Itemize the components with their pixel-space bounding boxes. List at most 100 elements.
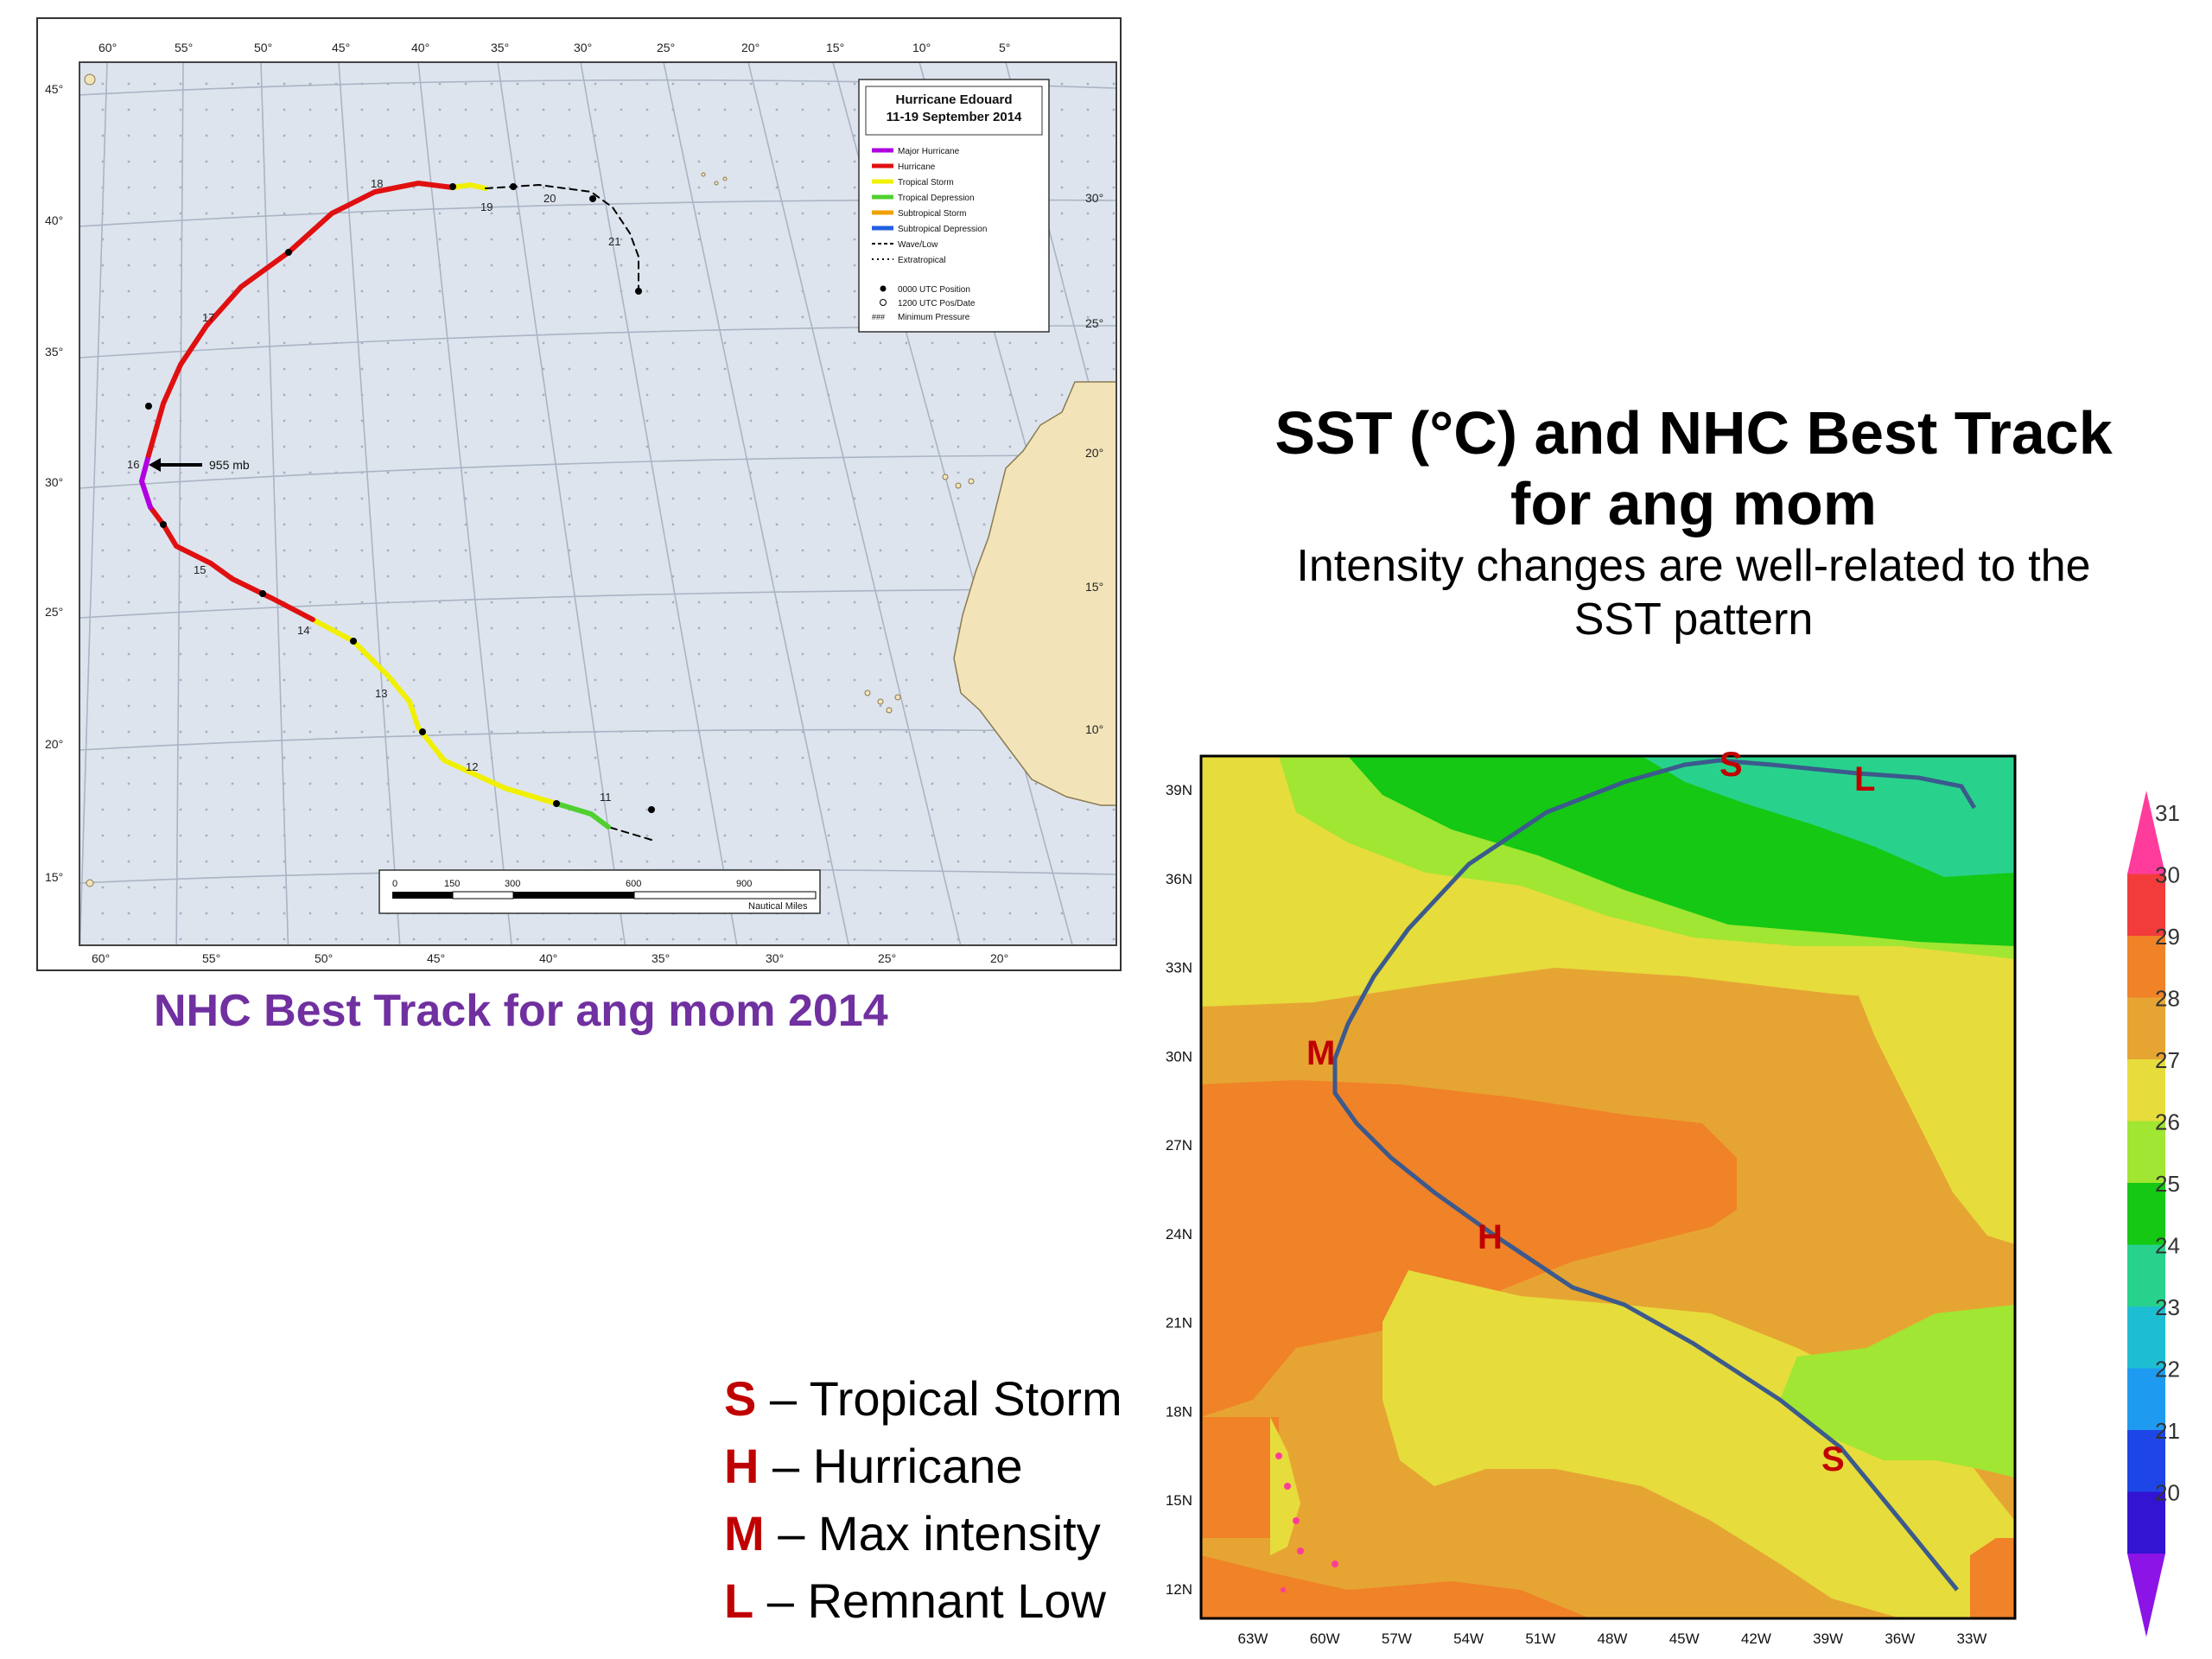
date-label: 13 xyxy=(375,687,387,700)
colorbar-segment xyxy=(2127,1368,2165,1430)
sst-longitude-label: 45W xyxy=(1669,1630,1700,1647)
small-islands xyxy=(1275,1452,1338,1592)
date-label: 18 xyxy=(371,177,383,190)
legend-text: – Tropical Storm xyxy=(769,1371,1122,1426)
latitude-label: 15° xyxy=(1085,580,1103,594)
latitude-label: 45° xyxy=(45,82,63,96)
longitude-label: 10° xyxy=(912,41,931,54)
left-latitude-labels: 45° 40° 35° 30° 25° 20° 15° xyxy=(45,82,63,884)
date-label: 20 xyxy=(543,192,556,205)
colorbar-label: 27 xyxy=(2155,1047,2180,1073)
right-latitude-labels: 30° 25° 20° 15° 10° xyxy=(1085,191,1103,736)
colorbar-label: 29 xyxy=(2155,924,2180,950)
track-marker-l: L xyxy=(1854,760,1875,798)
latitude-label: 25° xyxy=(45,605,63,619)
colorbar-segment xyxy=(2127,1183,2165,1245)
date-label: 17 xyxy=(202,311,214,324)
longitude-label: 30° xyxy=(574,41,592,54)
sst-latitude-label: 33N xyxy=(1166,960,1192,976)
sst-longitude-label: 36W xyxy=(1885,1630,1915,1647)
bottom-longitude-labels: 60° 55° 50° 45° 40° 35° 30° 25° 20° xyxy=(92,951,1008,965)
sst-longitude-label: 51W xyxy=(1525,1630,1555,1647)
colorbar-label: 21 xyxy=(2155,1418,2180,1444)
longitude-label: 60° xyxy=(99,41,117,54)
latitude-label: 20° xyxy=(45,737,63,751)
sst-colorbar xyxy=(2127,791,2165,1637)
legend-marker-label: Minimum Pressure xyxy=(898,313,970,322)
latitude-label: 35° xyxy=(45,345,63,359)
colorbar-label: 30 xyxy=(2155,862,2180,888)
sst-field xyxy=(1201,756,2015,1618)
track-wave-low-end xyxy=(485,183,639,292)
longitude-label: 20° xyxy=(741,41,760,54)
sst-latitude-label: 27N xyxy=(1166,1137,1192,1154)
scale-tick: 900 xyxy=(736,879,752,889)
legend-item-label: Wave/Low xyxy=(898,240,938,250)
scale-tick: 150 xyxy=(444,879,460,889)
longitude-label: 40° xyxy=(539,951,557,965)
letter-legend-item: M – Max intensity xyxy=(724,1500,1122,1567)
sst-longitude-label: 57W xyxy=(1382,1630,1412,1647)
sst-latitude-labels: 39N 36N 33N 30N 27N 24N 21N 18N 15N 12N xyxy=(1166,782,1192,1598)
letter-legend-item: L – Remnant Low xyxy=(724,1567,1122,1635)
colorbar-label: 23 xyxy=(2155,1294,2180,1320)
colorbar-label: 31 xyxy=(2155,800,2180,826)
sst-latitude-label: 15N xyxy=(1166,1492,1192,1509)
longitude-label: 50° xyxy=(254,41,272,54)
storm-track xyxy=(138,180,652,841)
longitude-label: 30° xyxy=(766,951,784,965)
track-marker-h: H xyxy=(1478,1218,1503,1256)
map-caption: NHC Best Track for ang mom 2014 xyxy=(154,986,888,1036)
longitude-label: 60° xyxy=(92,951,110,965)
sst-longitude-labels: 63W 60W 57W 54W 51W 48W 45W 42W 39W 36W 33W xyxy=(1238,1630,1987,1647)
colorbar-label: 20 xyxy=(2155,1480,2180,1506)
track-hurricane-2 xyxy=(146,180,455,458)
colorbar-segment xyxy=(2127,1244,2165,1306)
legend-items: Major Hurricane Hurricane Tropical Storm Tr… xyxy=(872,147,987,265)
track-major-hurricane xyxy=(138,453,153,510)
date-label: 16 xyxy=(127,458,139,471)
colorbar-label: 26 xyxy=(2155,1109,2180,1135)
title-block: SST (°C) and NHC Best Track for ang mom … xyxy=(1192,397,2195,646)
legend-item-label: Tropical Depression xyxy=(898,194,975,203)
sst-latitude-label: 30N xyxy=(1166,1048,1192,1065)
latitude-label: 30° xyxy=(1085,191,1103,205)
longitude-label: 35° xyxy=(652,951,670,965)
legend-item-label: Extratropical xyxy=(898,256,946,265)
legend-marker-label: 1200 UTC Pos/Date xyxy=(898,299,976,308)
colorbar-label: 25 xyxy=(2155,1171,2180,1197)
sst-track-markers: S L M H S xyxy=(1306,746,1875,1478)
scale-unit: Nautical Miles xyxy=(748,901,808,912)
legend-item-label: Major Hurricane xyxy=(898,147,960,156)
legend-marker-label: 0000 UTC Position xyxy=(898,285,970,295)
legend-subtitle: 11-19 September 2014 xyxy=(887,110,1022,124)
sst-longitude-label: 63W xyxy=(1238,1630,1268,1647)
date-label: 12 xyxy=(466,760,478,773)
date-label: 14 xyxy=(297,624,309,637)
legend-title: Hurricane Edouard xyxy=(895,92,1012,107)
scale-tick: 0 xyxy=(392,879,397,889)
legend-letter: H xyxy=(724,1439,760,1493)
sst-longitude-label: 54W xyxy=(1453,1630,1484,1647)
sst-longitude-label: 48W xyxy=(1598,1630,1628,1647)
sst-frame xyxy=(1199,754,2017,1620)
colorbar-segment xyxy=(2127,936,2165,998)
legend-item-label: Tropical Storm xyxy=(898,178,954,188)
colorbar-segment xyxy=(2127,1121,2165,1183)
longitude-label: 35° xyxy=(491,41,509,54)
page-subtitle-line2: SST pattern xyxy=(1573,594,1814,645)
colorbar-segment xyxy=(2127,997,2165,1059)
sst-latitude-label: 21N xyxy=(1166,1315,1192,1332)
top-longitude-labels: 60° 55° 50° 45° 40° 35° 30° 25° 20° 15° 10° 5° xyxy=(99,41,1010,54)
scale-tick: 600 xyxy=(626,879,641,889)
track-tropical-storm-1 xyxy=(310,617,559,806)
sst-track-line xyxy=(1332,758,1977,1592)
legend-item-label: Hurricane xyxy=(898,162,936,172)
map-legend: Hurricane Edouard 11-19 September 2014 M… xyxy=(858,79,1050,333)
page-title: SST (°C) and NHC Best Track xyxy=(1274,399,2113,467)
longitude-label: 25° xyxy=(657,41,675,54)
longitude-label: 5° xyxy=(999,41,1010,54)
colorbar-segment xyxy=(2127,874,2165,936)
sst-colorbar-labels: 31 30 29 28 27 26 25 24 23 22 21 20 xyxy=(2155,800,2180,1506)
sst-latitude-label: 12N xyxy=(1166,1581,1192,1598)
